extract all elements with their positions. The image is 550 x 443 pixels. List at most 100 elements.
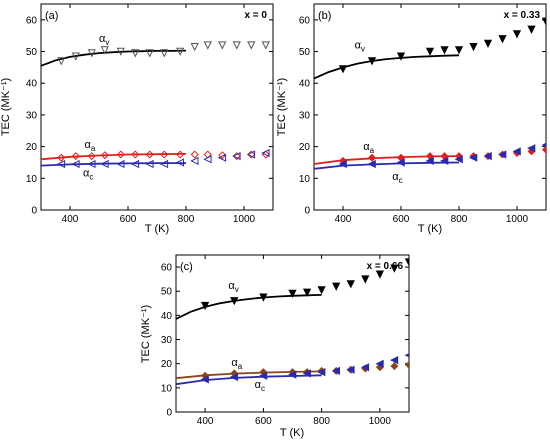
x-axis-label: T (K) (418, 223, 442, 235)
y-tick-label: 10 (161, 383, 173, 394)
fit-line (314, 161, 460, 170)
composition-label: x = 0 (244, 10, 267, 21)
series-label: αa (231, 357, 242, 371)
y-tick-label: 60 (299, 15, 311, 26)
y-tick-label: 60 (161, 263, 173, 274)
alpha-subscript: v (361, 44, 365, 53)
fit-line (176, 294, 322, 320)
y-tick-label: 30 (299, 110, 311, 121)
data-point (396, 52, 406, 61)
data-point (288, 370, 297, 379)
x-axis-label: T (K) (280, 427, 304, 439)
alpha-subscript: c (89, 173, 93, 182)
x-tick-label: 800 (313, 416, 330, 427)
data-point (527, 144, 536, 153)
alpha-subscript: a (238, 362, 243, 371)
y-tick-label: 0 (166, 408, 172, 419)
x-tick-label: 400 (197, 416, 214, 427)
series-label: αa (85, 139, 96, 153)
data-point (375, 359, 384, 368)
data-point (440, 46, 449, 55)
data-point (145, 49, 154, 58)
data-point (261, 148, 270, 158)
alpha-symbol: α (83, 168, 90, 180)
data-point (367, 153, 377, 162)
fit-line (314, 54, 460, 80)
alpha-subscript: c (399, 176, 403, 185)
data-point (56, 159, 66, 169)
y-tick-label: 20 (161, 359, 173, 370)
y-tick-label: 20 (299, 142, 311, 153)
data-point (396, 158, 405, 167)
plot-frame (40, 3, 274, 211)
data-point (145, 150, 154, 159)
data-point (404, 360, 409, 369)
composition-label: x = 0.33 (504, 10, 541, 21)
alpha-symbol: α (228, 280, 235, 292)
data-point (404, 258, 409, 267)
panel-label: (a) (45, 10, 58, 22)
data-point (338, 65, 348, 74)
alpha-symbol: α (231, 357, 238, 369)
panel-2: 400 600 800 1000 0 10 20 30 40 50 60 T (K) TEC (MK⁻¹… (140, 254, 410, 439)
panel-0: 400 600 800 1000 0 10 20 30 40 50 60 T (K) TEC (MK⁻¹… (0, 3, 274, 235)
y-tick-label: 20 (26, 142, 38, 153)
panel-label: (b) (318, 10, 331, 22)
y-tick-label: 60 (26, 15, 38, 26)
data-point (71, 159, 80, 169)
data-point (247, 41, 256, 50)
plot-area (41, 41, 270, 169)
data-point (483, 39, 493, 49)
data-point (390, 264, 399, 273)
data-point (176, 150, 185, 159)
y-tick-label: 10 (299, 174, 311, 185)
data-point (190, 150, 199, 159)
series-label: αv (228, 280, 238, 294)
data-point (261, 41, 270, 50)
data-point (190, 43, 199, 52)
data-point (331, 366, 340, 376)
x-axis-label: T (K) (145, 223, 169, 235)
alpha-subscript: a (91, 144, 96, 153)
series-label: αv (355, 39, 365, 53)
data-point (338, 159, 347, 169)
y-tick-label: 40 (299, 79, 311, 90)
data-point (425, 156, 434, 166)
data-point (160, 49, 169, 58)
data-point (130, 159, 140, 169)
data-point (302, 288, 312, 297)
data-point (483, 151, 492, 161)
fit-line (176, 374, 322, 386)
data-point (159, 159, 169, 169)
data-point (229, 372, 239, 382)
alpha-subscript: a (370, 146, 375, 155)
data-point (367, 57, 377, 66)
x-tick-label: 1000 (369, 416, 392, 427)
data-point (232, 151, 241, 161)
data-point (87, 49, 96, 58)
data-point (100, 151, 109, 160)
data-point (259, 293, 268, 302)
data-point (230, 297, 239, 306)
alpha-symbol: α (355, 39, 362, 51)
data-point (541, 17, 546, 26)
data-point (346, 280, 355, 289)
data-point (57, 153, 66, 162)
x-tick-label: 400 (62, 214, 79, 225)
y-tick-label: 0 (304, 206, 310, 217)
plot-frame (175, 254, 410, 413)
data-point (116, 159, 125, 169)
data-point (232, 41, 241, 50)
y-tick-label: 50 (299, 47, 311, 58)
alpha-subscript: v (105, 38, 109, 47)
data-point (116, 150, 125, 159)
data-point (469, 43, 478, 52)
x-tick-label: 800 (451, 214, 468, 225)
y-tick-label: 0 (31, 206, 37, 217)
alpha-symbol: α (255, 379, 262, 391)
data-point (346, 365, 355, 374)
x-tick-label: 1000 (233, 214, 256, 225)
fit-line (176, 370, 322, 380)
alpha-symbol: α (392, 171, 399, 183)
